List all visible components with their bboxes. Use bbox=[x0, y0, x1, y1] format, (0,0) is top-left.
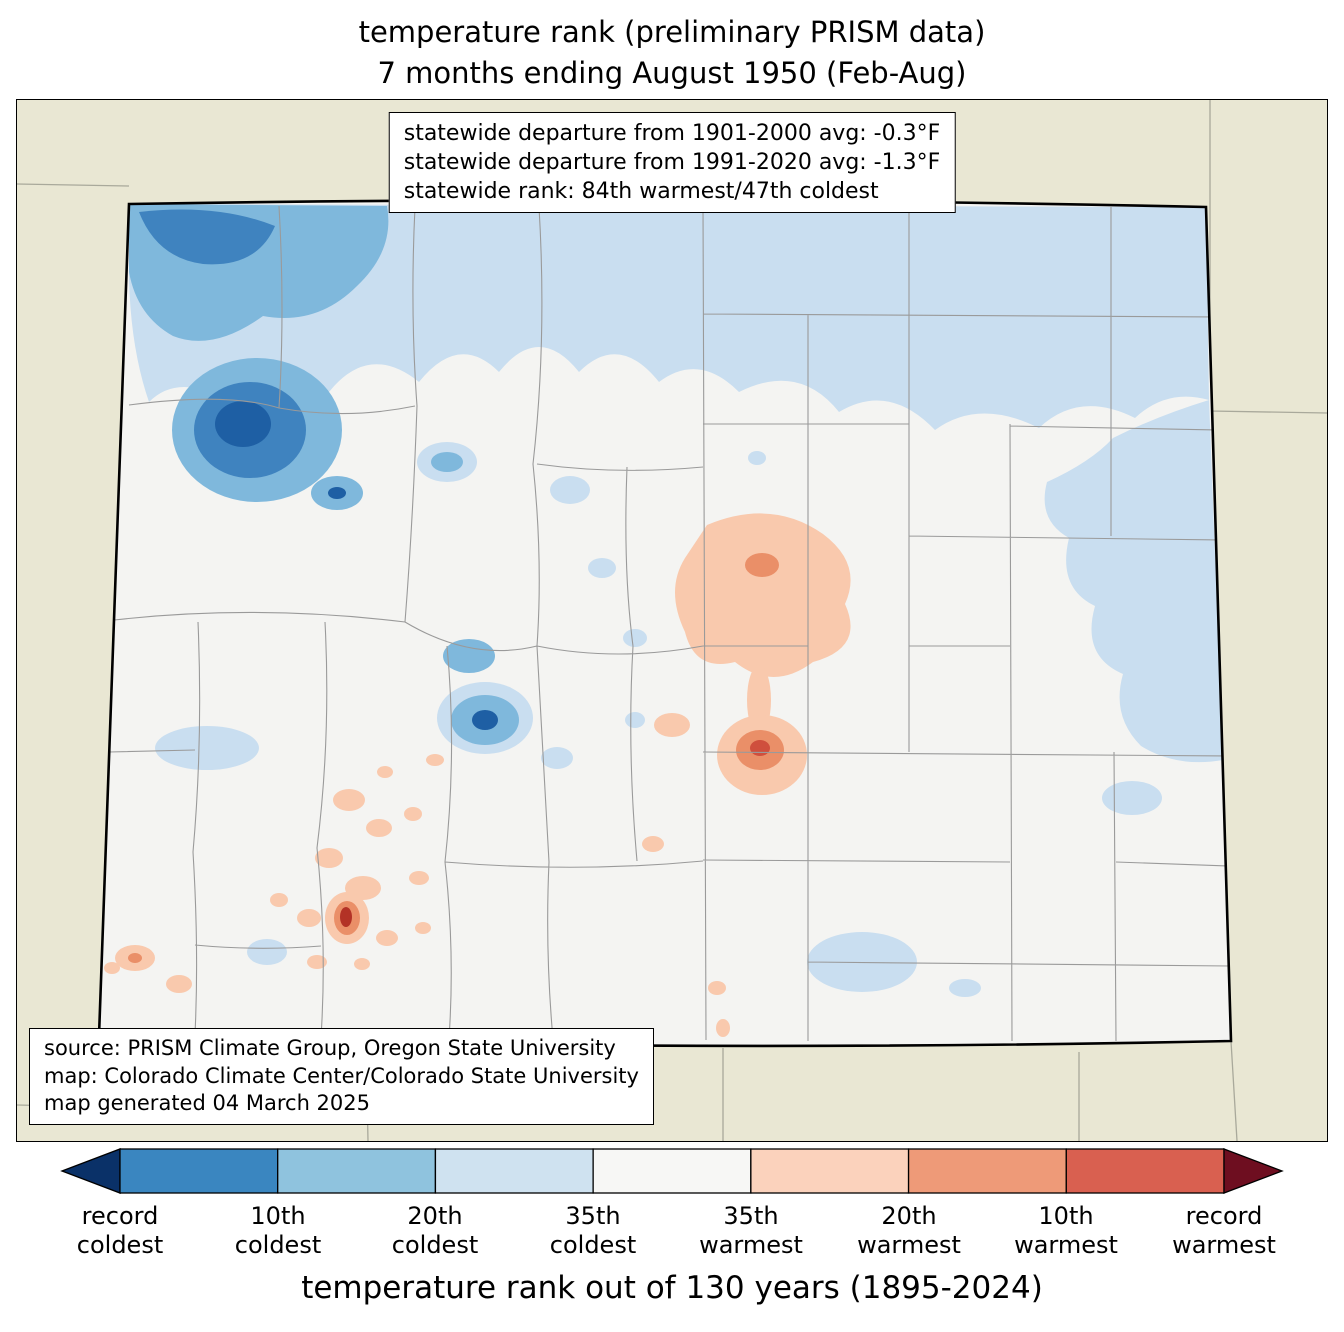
colorbar-caption: temperature rank out of 130 years (1895-… bbox=[301, 1270, 1043, 1306]
colorbar-label-record-coldest: record coldest bbox=[76, 1202, 164, 1260]
cold-light-shading bbox=[129, 204, 1223, 997]
colorbar-label-10th-coldest: 10th coldest bbox=[234, 1202, 322, 1260]
source-line: source: PRISM Climate Group, Oregon Stat… bbox=[44, 1035, 616, 1060]
colorbar-segment bbox=[434, 1148, 594, 1194]
map-panel: statewide departure from 1901-2000 avg: … bbox=[16, 99, 1328, 1142]
title-line-2: 7 months ending August 1950 (Feb-Aug) bbox=[377, 55, 967, 90]
colorbar-left-arrow bbox=[60, 1148, 121, 1194]
colorbar-label-35th-coldest: 35th coldest bbox=[549, 1202, 637, 1260]
rank-shading bbox=[104, 204, 1231, 1042]
warm-dark-shading bbox=[340, 907, 352, 927]
statewide-stats-box: statewide departure from 1901-2000 avg: … bbox=[388, 112, 956, 214]
colorbar-segment bbox=[119, 1148, 279, 1194]
stat-departure-1901-2000: statewide departure from 1901-2000 avg: … bbox=[403, 121, 941, 146]
colorbar-segment bbox=[907, 1148, 1067, 1194]
colorbar-right-arrow bbox=[1223, 1148, 1284, 1194]
colorado-map bbox=[17, 100, 1327, 1141]
map-credit-line: map: Colorado Climate Center/Colorado St… bbox=[44, 1063, 639, 1088]
figure-title: temperature rank (preliminary PRISM data… bbox=[0, 12, 1344, 93]
county-lines-east bbox=[702, 205, 1231, 1042]
rank-colorbar bbox=[60, 1148, 1284, 1194]
colorbar-label-35th-warmest: 35th warmest bbox=[699, 1202, 803, 1260]
colorbar-label-20th-coldest: 20th coldest bbox=[391, 1202, 479, 1260]
cold-dark-shading bbox=[215, 401, 498, 730]
colorbar-label-10th-warmest: 10th warmest bbox=[1014, 1202, 1118, 1260]
warm-strong-shading bbox=[750, 740, 770, 756]
colorbar-label-record-warmest: record warmest bbox=[1172, 1202, 1276, 1260]
colorbar-segment bbox=[277, 1148, 437, 1194]
county-lines-west bbox=[108, 205, 704, 1040]
title-line-1: temperature rank (preliminary PRISM data… bbox=[358, 15, 986, 49]
stat-statewide-rank: statewide rank: 84th warmest/47th coldes… bbox=[403, 179, 879, 205]
colorbar-segment bbox=[1065, 1148, 1225, 1194]
source-attribution-box: source: PRISM Climate Group, Oregon Stat… bbox=[29, 1027, 654, 1125]
stat-departure-1991-2020: statewide departure from 1991-2020 avg: … bbox=[403, 150, 941, 176]
colorbar-segment bbox=[750, 1148, 910, 1194]
colorbar-segment bbox=[592, 1148, 752, 1194]
colorbar-label-20th-warmest: 20th warmest bbox=[857, 1202, 961, 1260]
generated-date-line: map generated 04 March 2025 bbox=[44, 1091, 371, 1116]
